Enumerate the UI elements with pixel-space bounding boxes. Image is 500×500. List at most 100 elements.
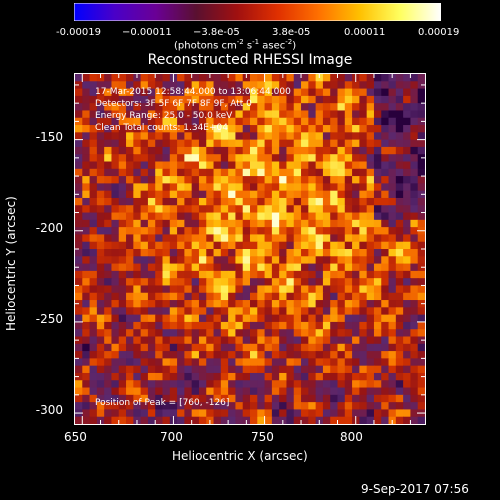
heatmap-pixel (344, 168, 353, 177)
heatmap-pixel (366, 394, 375, 403)
heatmap-pixel (235, 256, 244, 265)
heatmap-pixel (330, 314, 339, 323)
heatmap-pixel (104, 402, 113, 411)
heatmap-pixel (242, 394, 251, 403)
heatmap-pixel (373, 329, 382, 338)
heatmap-pixel (337, 95, 346, 104)
heatmap-pixel (279, 307, 288, 316)
heatmap-pixel (359, 263, 368, 272)
heatmap-pixel (191, 329, 200, 338)
heatmap-pixel (403, 110, 412, 119)
heatmap-pixel (147, 387, 156, 396)
heatmap-pixel (235, 336, 244, 345)
heatmap-pixel (147, 125, 156, 133)
heatmap-pixel (96, 372, 105, 381)
heatmap-pixel (308, 307, 317, 316)
heatmap-pixel (82, 314, 91, 323)
heatmap-pixel (271, 110, 280, 119)
heatmap-pixel (147, 117, 156, 126)
heatmap-pixel (257, 132, 266, 141)
heatmap-pixel (250, 146, 258, 155)
heatmap-pixel (220, 285, 229, 294)
heatmap-pixel (147, 343, 156, 352)
heatmap-pixel (140, 139, 149, 148)
heatmap-pixel (155, 205, 164, 214)
heatmap-pixel (169, 110, 178, 119)
heatmap-pixel (330, 95, 339, 104)
heatmap-pixel (293, 394, 302, 403)
heatmap-pixel (220, 219, 229, 228)
heatmap-pixel (286, 241, 295, 250)
heatmap-pixel (352, 241, 360, 250)
heatmap-pixel (213, 117, 222, 126)
heatmap-pixel (352, 88, 360, 97)
heatmap-pixel (118, 321, 127, 330)
heatmap-pixel (155, 197, 164, 206)
heatmap-pixel (322, 394, 331, 403)
heatmap-pixel (410, 103, 419, 112)
plot-frame (74, 73, 426, 425)
heatmap-pixel (352, 387, 360, 396)
heatmap-pixel (373, 387, 382, 396)
heatmap-pixel (373, 278, 382, 287)
heatmap-pixel (191, 125, 200, 133)
heatmap-pixel (206, 387, 215, 396)
x-tick-label: 800 (340, 430, 363, 444)
heatmap-pixel (147, 227, 156, 236)
heatmap-pixel (191, 300, 200, 308)
heatmap-pixel (286, 154, 295, 163)
heatmap-pixel (315, 241, 324, 250)
heatmap-pixel (184, 219, 193, 228)
heatmap-pixel (250, 263, 258, 272)
heatmap-pixel (359, 307, 368, 316)
heatmap-pixel (213, 227, 222, 236)
heatmap-pixel (286, 285, 295, 294)
heatmap-pixel (169, 161, 178, 170)
heatmap-pixel (228, 402, 237, 411)
heatmap-pixel (191, 380, 200, 389)
heatmap-pixel (293, 161, 302, 170)
heatmap-pixel (96, 88, 105, 97)
heatmap-pixel (169, 358, 178, 367)
heatmap-pixel (388, 329, 397, 338)
heatmap-pixel (89, 88, 98, 97)
heatmap-pixel (191, 241, 200, 250)
heatmap-pixel (344, 358, 353, 367)
heatmap-pixel (177, 402, 185, 411)
heatmap-pixel (220, 117, 229, 126)
heatmap-pixel (286, 227, 295, 236)
heatmap-pixel (89, 234, 98, 243)
heatmap-pixel (133, 402, 142, 411)
heatmap-pixel (417, 321, 425, 330)
heatmap-pixel (89, 409, 98, 418)
heatmap-pixel (403, 161, 412, 170)
heatmap-pixel (359, 168, 368, 177)
heatmap-pixel (352, 212, 360, 221)
heatmap-pixel (388, 81, 397, 90)
heatmap-pixel (403, 387, 412, 396)
heatmap-pixel (352, 409, 360, 418)
heatmap-pixel (293, 125, 302, 133)
heatmap-pixel (155, 394, 164, 403)
heatmap-pixel (330, 285, 339, 294)
heatmap-pixel (308, 372, 317, 381)
heatmap-pixel (315, 103, 324, 112)
heatmap-pixel (388, 270, 397, 279)
heatmap-pixel (352, 183, 360, 192)
heatmap-pixel (111, 139, 120, 148)
heatmap-pixel (89, 365, 98, 374)
heatmap-pixel (118, 190, 127, 199)
heatmap-pixel (257, 300, 266, 308)
heatmap-pixel (191, 234, 200, 243)
heatmap-pixel (82, 292, 91, 301)
heatmap-pixel (133, 409, 142, 418)
heatmap-pixel (177, 110, 185, 119)
heatmap-pixel (162, 146, 171, 155)
heatmap-pixel (308, 81, 317, 90)
heatmap-pixel (133, 154, 142, 163)
heatmap-pixel (271, 183, 280, 192)
heatmap-pixel (162, 394, 171, 403)
heatmap-pixel (301, 103, 309, 112)
heatmap-pixel (235, 139, 244, 148)
heatmap-pixel (322, 103, 331, 112)
